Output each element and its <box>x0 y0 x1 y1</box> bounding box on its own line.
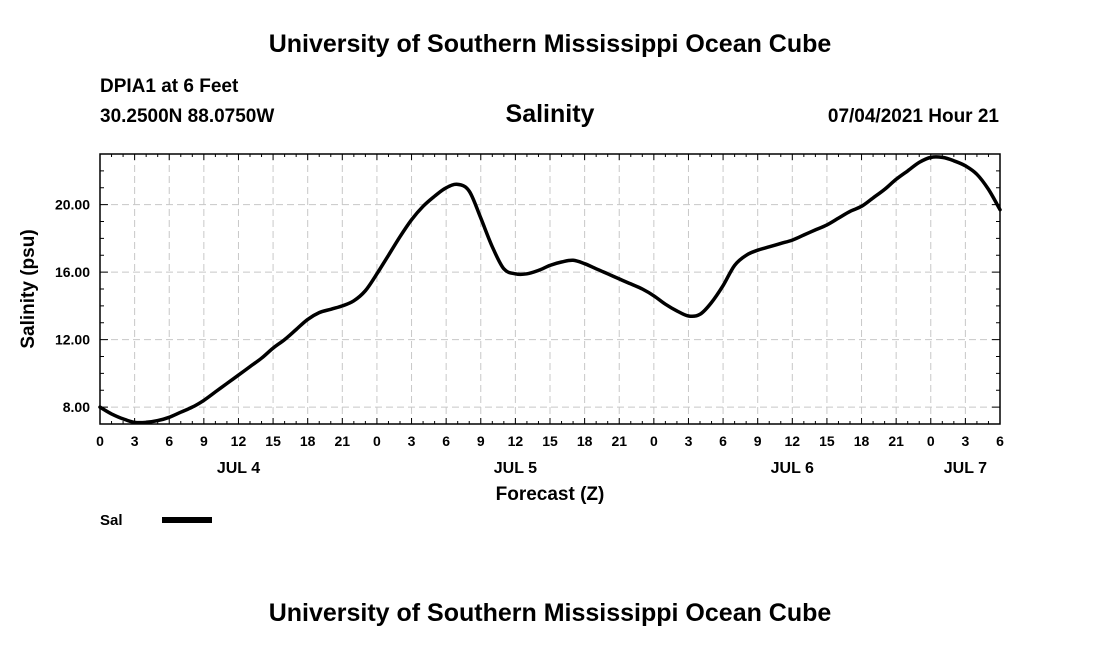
x-tick-label: 12 <box>785 433 801 449</box>
legend: Sal <box>100 512 212 529</box>
x-axis-label: Forecast (Z) <box>496 484 605 505</box>
coordinates-label: 30.2500N 88.0750W <box>100 106 275 127</box>
day-label: JUL 6 <box>771 460 814 477</box>
x-tick-label: 21 <box>335 433 351 449</box>
x-tick-label: 6 <box>719 433 727 449</box>
x-tick-label: 12 <box>508 433 524 449</box>
y-tick-label: 8.00 <box>63 399 90 415</box>
x-tick-label: 0 <box>96 433 104 449</box>
y-axis-ticks: 8.00 12.00 16.00 20.00 <box>55 197 1000 415</box>
x-tick-label: 21 <box>888 433 904 449</box>
legend-label: Sal <box>100 512 123 529</box>
x-tick-label: 6 <box>165 433 173 449</box>
x-tick-label: 6 <box>442 433 450 449</box>
day-label: JUL 7 <box>944 460 987 477</box>
x-tick-label: 6 <box>996 433 1004 449</box>
chart-header-title: University of Southern Mississippi Ocean… <box>268 30 832 58</box>
series-layer <box>98 155 1002 425</box>
x-tick-label: 3 <box>131 433 139 449</box>
x-tick-label: 0 <box>650 433 658 449</box>
station-label: DPIA1 at 6 Feet <box>100 76 239 97</box>
x-axis-ticks: 0 3 6 9 12 15 18 21 0 3 6 9 12 15 18 21 0 3 6 9 12 15 18 21 0 3 6J… <box>96 154 1004 477</box>
gridlines <box>100 154 1000 424</box>
x-tick-label: 18 <box>300 433 316 449</box>
x-tick-label: 12 <box>231 433 247 449</box>
x-tick-label: 21 <box>611 433 627 449</box>
chart-footer-title: University of Southern Mississippi Ocean… <box>268 599 832 627</box>
y-tick-label: 16.00 <box>55 264 90 280</box>
y-tick-label: 20.00 <box>55 197 90 213</box>
x-tick-label: 15 <box>819 433 835 449</box>
x-tick-label: 18 <box>577 433 593 449</box>
x-tick-label: 15 <box>265 433 281 449</box>
chart-title: Salinity <box>505 100 595 128</box>
x-tick-label: 15 <box>542 433 558 449</box>
x-tick-label: 3 <box>685 433 693 449</box>
forecast-datetime-label: 07/04/2021 Hour 21 <box>827 106 999 127</box>
y-tick-label: 12.00 <box>55 332 90 348</box>
x-tick-label: 9 <box>754 433 762 449</box>
day-label: JUL 4 <box>217 460 260 477</box>
y-axis-label: Salinity (psu) <box>18 229 39 348</box>
x-tick-label: 3 <box>961 433 969 449</box>
day-label: JUL 5 <box>494 460 537 477</box>
x-tick-label: 18 <box>854 433 870 449</box>
series-line-sal <box>98 155 1002 425</box>
x-tick-label: 0 <box>927 433 935 449</box>
x-tick-label: 9 <box>200 433 208 449</box>
x-tick-label: 0 <box>373 433 381 449</box>
x-tick-label: 3 <box>408 433 416 449</box>
x-tick-label: 9 <box>477 433 485 449</box>
